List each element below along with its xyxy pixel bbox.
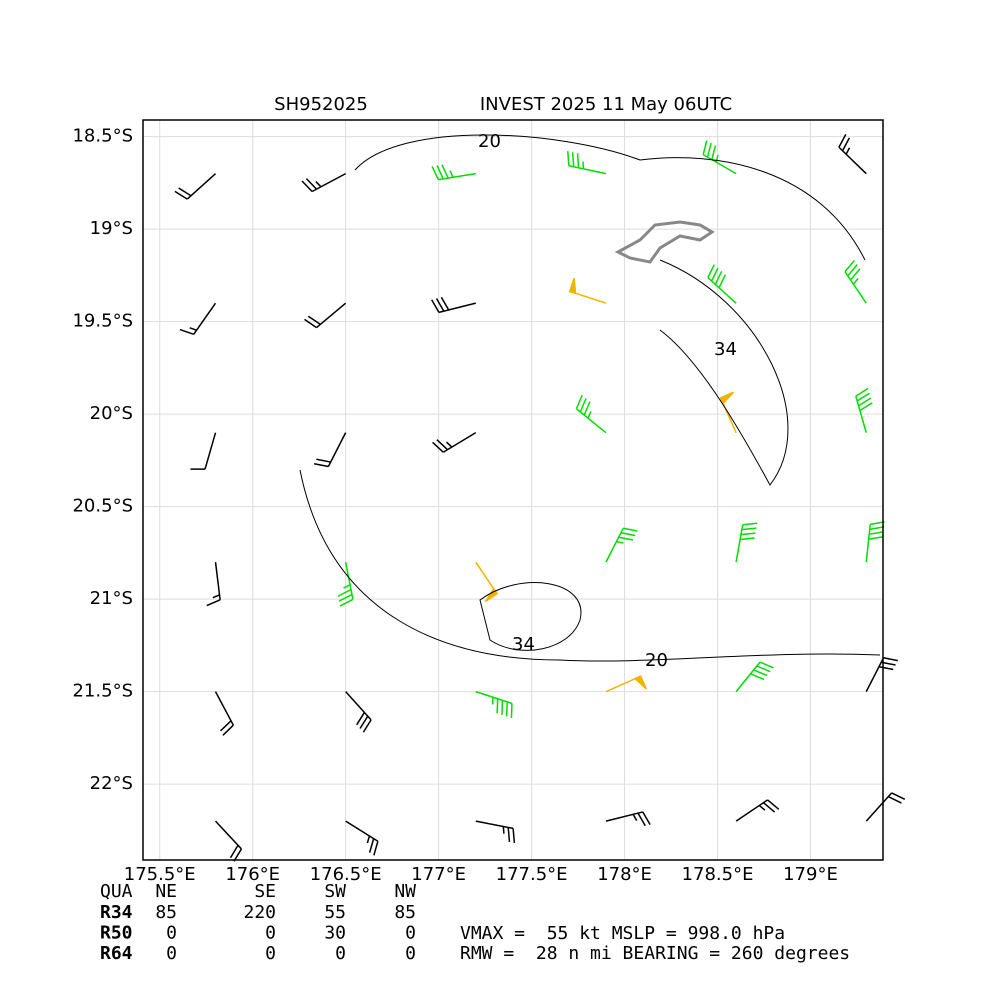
barb-half — [583, 162, 584, 169]
x-tick-label: 176°E — [225, 864, 280, 885]
y-tick-label: 20°S — [90, 403, 133, 424]
stats-line: RMW = 28 n mi BEARING = 260 degrees — [460, 943, 850, 964]
barb-feather — [568, 151, 569, 166]
y-tick-label: 20.5°S — [72, 496, 133, 517]
y-tick-label: 19°S — [90, 218, 133, 239]
table-cell: R64 — [100, 943, 133, 964]
table-cell: 0 — [166, 943, 177, 964]
barb-half — [503, 826, 504, 833]
x-tick-label: 175.5°E — [124, 864, 196, 885]
title-right: INVEST 2025 11 May 06UTC — [480, 94, 732, 115]
table-cell: 55 — [324, 902, 346, 923]
x-tick-label: 177°E — [411, 864, 466, 885]
x-tick-label: 178.5°E — [682, 864, 754, 885]
table-cell: 85 — [394, 902, 416, 923]
stats-line: VMAX = 55 kt MSLP = 998.0 hPa — [460, 923, 785, 944]
barb-feather — [502, 700, 503, 715]
barb-feather — [578, 153, 579, 168]
x-tick-label: 178°E — [597, 864, 652, 885]
contour-label: 34 — [512, 634, 535, 655]
barb-feather — [497, 699, 498, 714]
y-tick-label: 19.5°S — [72, 311, 133, 332]
x-tick-label: 177.5°E — [496, 864, 568, 885]
title-left: SH952025 — [274, 94, 368, 115]
table-cell: 220 — [243, 902, 276, 923]
x-tick-label: 176.5°E — [310, 864, 382, 885]
y-tick-label: 22°S — [90, 773, 133, 794]
table-cell: 0 — [405, 943, 416, 964]
table-cell: 30 — [324, 923, 346, 944]
barb-feather — [511, 703, 512, 718]
table-cell: 0 — [265, 923, 276, 944]
y-tick-label: 21.5°S — [72, 681, 133, 702]
x-tick-label: 179°E — [783, 864, 838, 885]
contour-label: 20 — [645, 650, 668, 671]
barb-feather — [573, 152, 574, 167]
table-cell: R50 — [100, 923, 133, 944]
y-tick-label: 21°S — [90, 588, 133, 609]
barb-feather — [507, 702, 508, 717]
table-cell: 0 — [405, 923, 416, 944]
contour-label: 34 — [714, 339, 737, 360]
table-cell: 0 — [265, 943, 276, 964]
table-cell: 0 — [335, 943, 346, 964]
contour-label: 20 — [478, 131, 501, 152]
table-cell: 85 — [155, 902, 177, 923]
table-cell: R34 — [100, 902, 133, 923]
table-cell: 0 — [166, 923, 177, 944]
y-tick-label: 18.5°S — [72, 126, 133, 147]
